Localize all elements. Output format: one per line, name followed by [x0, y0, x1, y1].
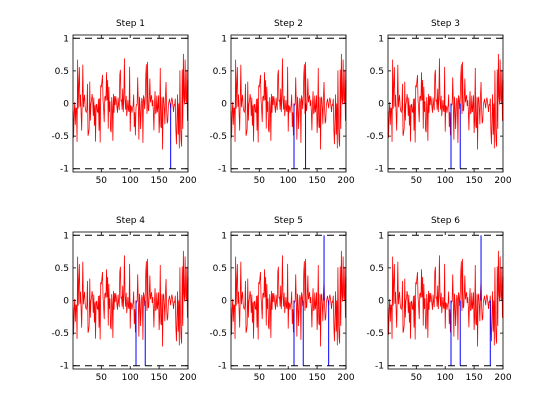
- subplot-2-y-tick-label: 0.5: [213, 67, 227, 77]
- subplot-5-y-tick-label: -0.5: [209, 329, 227, 339]
- subplot-5: Step 5 50 100 150 200 -1 -0.5 0 0.5 1: [209, 216, 354, 383]
- subplot-2-x-tick-label: 100: [280, 176, 297, 186]
- subplot-6: Step 6 50 100 150 200 -1 -0.5 0 0.5 1: [366, 216, 511, 383]
- subplot-4-title: Step 4: [116, 216, 145, 226]
- subplot-3-x-tick-label: 150: [466, 176, 483, 186]
- subplot-3-y-tick-label: 1: [378, 34, 384, 44]
- subplot-1-y-tick-label: -1: [60, 165, 69, 175]
- subplot-2-title: Step 2: [274, 19, 303, 29]
- subplot-2-x-tick-label: 150: [309, 176, 326, 186]
- subplot-6-x-tick-label: 150: [466, 373, 483, 383]
- subplot-4-y-tick-label: -1: [60, 362, 69, 372]
- subplot-3-y-tick-label: 0.5: [370, 67, 384, 77]
- subplot-1: Step 1 50 100 150 200 -1 -0.5 0 0.5 1: [51, 19, 196, 186]
- subplot-2-signal-line: [230, 53, 347, 150]
- subplot-3-x-tick-label: 100: [437, 176, 454, 186]
- subplot-1-x-tick-label: 150: [151, 176, 168, 186]
- subplot-3-y-tick-label: -1: [375, 165, 384, 175]
- subplot-5-signal-line: [230, 250, 347, 347]
- subplot-4-y-tick-label: 0.5: [55, 264, 69, 274]
- subplot-4-x-tick-label: 150: [151, 373, 168, 383]
- subplot-5-x-tick-label: 50: [254, 373, 266, 383]
- subplot-1-y-tick-label: 0: [63, 100, 69, 110]
- subplot-1-x-tick-label: 200: [179, 176, 196, 186]
- subplot-2: Step 2 50 100 150 200 -1 -0.5 0 0.5 1: [209, 19, 354, 186]
- subplot-4: Step 4 50 100 150 200 -1 -0.5 0 0.5 1: [51, 216, 196, 383]
- subplot-5-x-tick-label: 200: [337, 373, 354, 383]
- subplot-3-title: Step 3: [431, 19, 460, 29]
- subplot-6-y-tick-label: -1: [375, 362, 384, 372]
- subplot-3-signal-line: [387, 53, 504, 150]
- subplot-1-signal-line: [72, 53, 189, 150]
- subplot-1-title: Step 1: [116, 19, 145, 29]
- subplot-6-signal-line: [387, 250, 504, 347]
- subplot-4-y-tick-label: 0: [63, 297, 69, 307]
- subplot-2-x-tick-label: 200: [337, 176, 354, 186]
- subplot-5-x-tick-label: 150: [309, 373, 326, 383]
- subplot-1-y-tick-label: 0.5: [55, 67, 69, 77]
- subplot-3-y-tick-label: 0: [378, 100, 384, 110]
- subplot-1-y-tick-label: 1: [63, 34, 69, 44]
- subplot-3-x-tick-label: 50: [411, 176, 423, 186]
- subplot-5-title: Step 5: [274, 216, 303, 226]
- subplot-1-y-tick-label: -0.5: [51, 132, 69, 142]
- subplot-2-y-tick-label: 1: [221, 34, 227, 44]
- subplot-4-x-tick-label: 50: [96, 373, 108, 383]
- subplot-2-y-tick-label: -1: [218, 165, 227, 175]
- subplot-3: Step 3 50 100 150 200 -1 -0.5 0 0.5 1: [366, 19, 511, 186]
- subplot-3-y-tick-label: -0.5: [366, 132, 384, 142]
- subplot-4-x-tick-label: 100: [122, 373, 139, 383]
- subplot-6-y-tick-label: -0.5: [366, 329, 384, 339]
- subplot-6-y-tick-label: 1: [378, 231, 384, 241]
- subplot-1-x-tick-label: 50: [96, 176, 108, 186]
- subplot-6-x-tick-label: 200: [494, 373, 511, 383]
- subplot-2-y-tick-label: -0.5: [209, 132, 227, 142]
- subplot-5-y-tick-label: -1: [218, 362, 227, 372]
- subplot-4-signal-line: [72, 250, 189, 347]
- subplot-4-x-tick-label: 200: [179, 373, 196, 383]
- subplot-6-title: Step 6: [431, 216, 460, 226]
- subplot-2-y-tick-label: 0: [221, 100, 227, 110]
- subplot-6-x-tick-label: 50: [411, 373, 423, 383]
- subplot-5-y-tick-label: 1: [221, 231, 227, 241]
- subplot-1-x-tick-label: 100: [122, 176, 139, 186]
- subplot-6-x-tick-label: 100: [437, 373, 454, 383]
- subplot-2-x-tick-label: 50: [254, 176, 266, 186]
- subplot-6-y-tick-label: 0: [378, 297, 384, 307]
- subplot-6-y-tick-label: 0.5: [370, 264, 384, 274]
- subplot-3-x-tick-label: 200: [494, 176, 511, 186]
- subplot-4-y-tick-label: 1: [63, 231, 69, 241]
- subplot-4-y-tick-label: -0.5: [51, 329, 69, 339]
- subplot-5-x-tick-label: 100: [280, 373, 297, 383]
- subplot-5-y-tick-label: 0.5: [213, 264, 227, 274]
- subplot-5-y-tick-label: 0: [221, 297, 227, 307]
